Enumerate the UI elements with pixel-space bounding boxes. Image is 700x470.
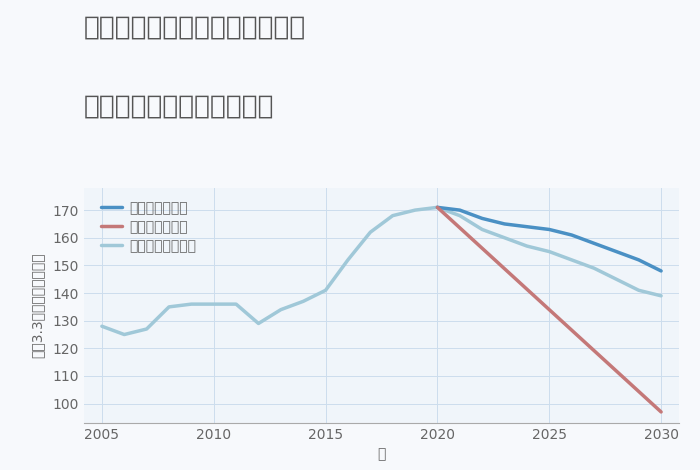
ノーマルシナリオ [545, 249, 554, 254]
Line: グッドシナリオ: グッドシナリオ [438, 207, 661, 271]
ノーマルシナリオ [478, 227, 486, 232]
ノーマルシナリオ [523, 243, 531, 249]
グッドシナリオ [590, 241, 598, 246]
Line: バッドシナリオ: バッドシナリオ [438, 207, 661, 412]
バッドシナリオ [657, 409, 665, 415]
バッドシナリオ [545, 307, 554, 313]
ノーマルシナリオ [456, 213, 464, 219]
Line: ノーマルシナリオ: ノーマルシナリオ [438, 207, 661, 296]
グッドシナリオ [523, 224, 531, 229]
グッドシナリオ [545, 227, 554, 232]
ノーマルシナリオ [657, 293, 665, 298]
グッドシナリオ [568, 232, 576, 238]
グッドシナリオ [612, 249, 621, 254]
Text: 中古マンションの価格推移: 中古マンションの価格推移 [84, 94, 274, 120]
X-axis label: 年: 年 [377, 447, 386, 462]
ノーマルシナリオ [433, 204, 442, 210]
ノーマルシナリオ [500, 235, 509, 241]
ノーマルシナリオ [634, 288, 643, 293]
グッドシナリオ [456, 207, 464, 213]
ノーマルシナリオ [590, 266, 598, 271]
グッドシナリオ [433, 204, 442, 210]
グッドシナリオ [657, 268, 665, 274]
グッドシナリオ [500, 221, 509, 227]
Text: 愛知県名古屋市昭和区川原通の: 愛知県名古屋市昭和区川原通の [84, 14, 307, 40]
ノーマルシナリオ [568, 257, 576, 263]
バッドシナリオ [433, 204, 442, 210]
Y-axis label: 坪（3.3㎡）単価（万円）: 坪（3.3㎡）単価（万円） [30, 253, 44, 358]
Legend: グッドシナリオ, バッドシナリオ, ノーマルシナリオ: グッドシナリオ, バッドシナリオ, ノーマルシナリオ [97, 197, 200, 258]
グッドシナリオ [478, 216, 486, 221]
ノーマルシナリオ [612, 276, 621, 282]
グッドシナリオ [634, 257, 643, 263]
